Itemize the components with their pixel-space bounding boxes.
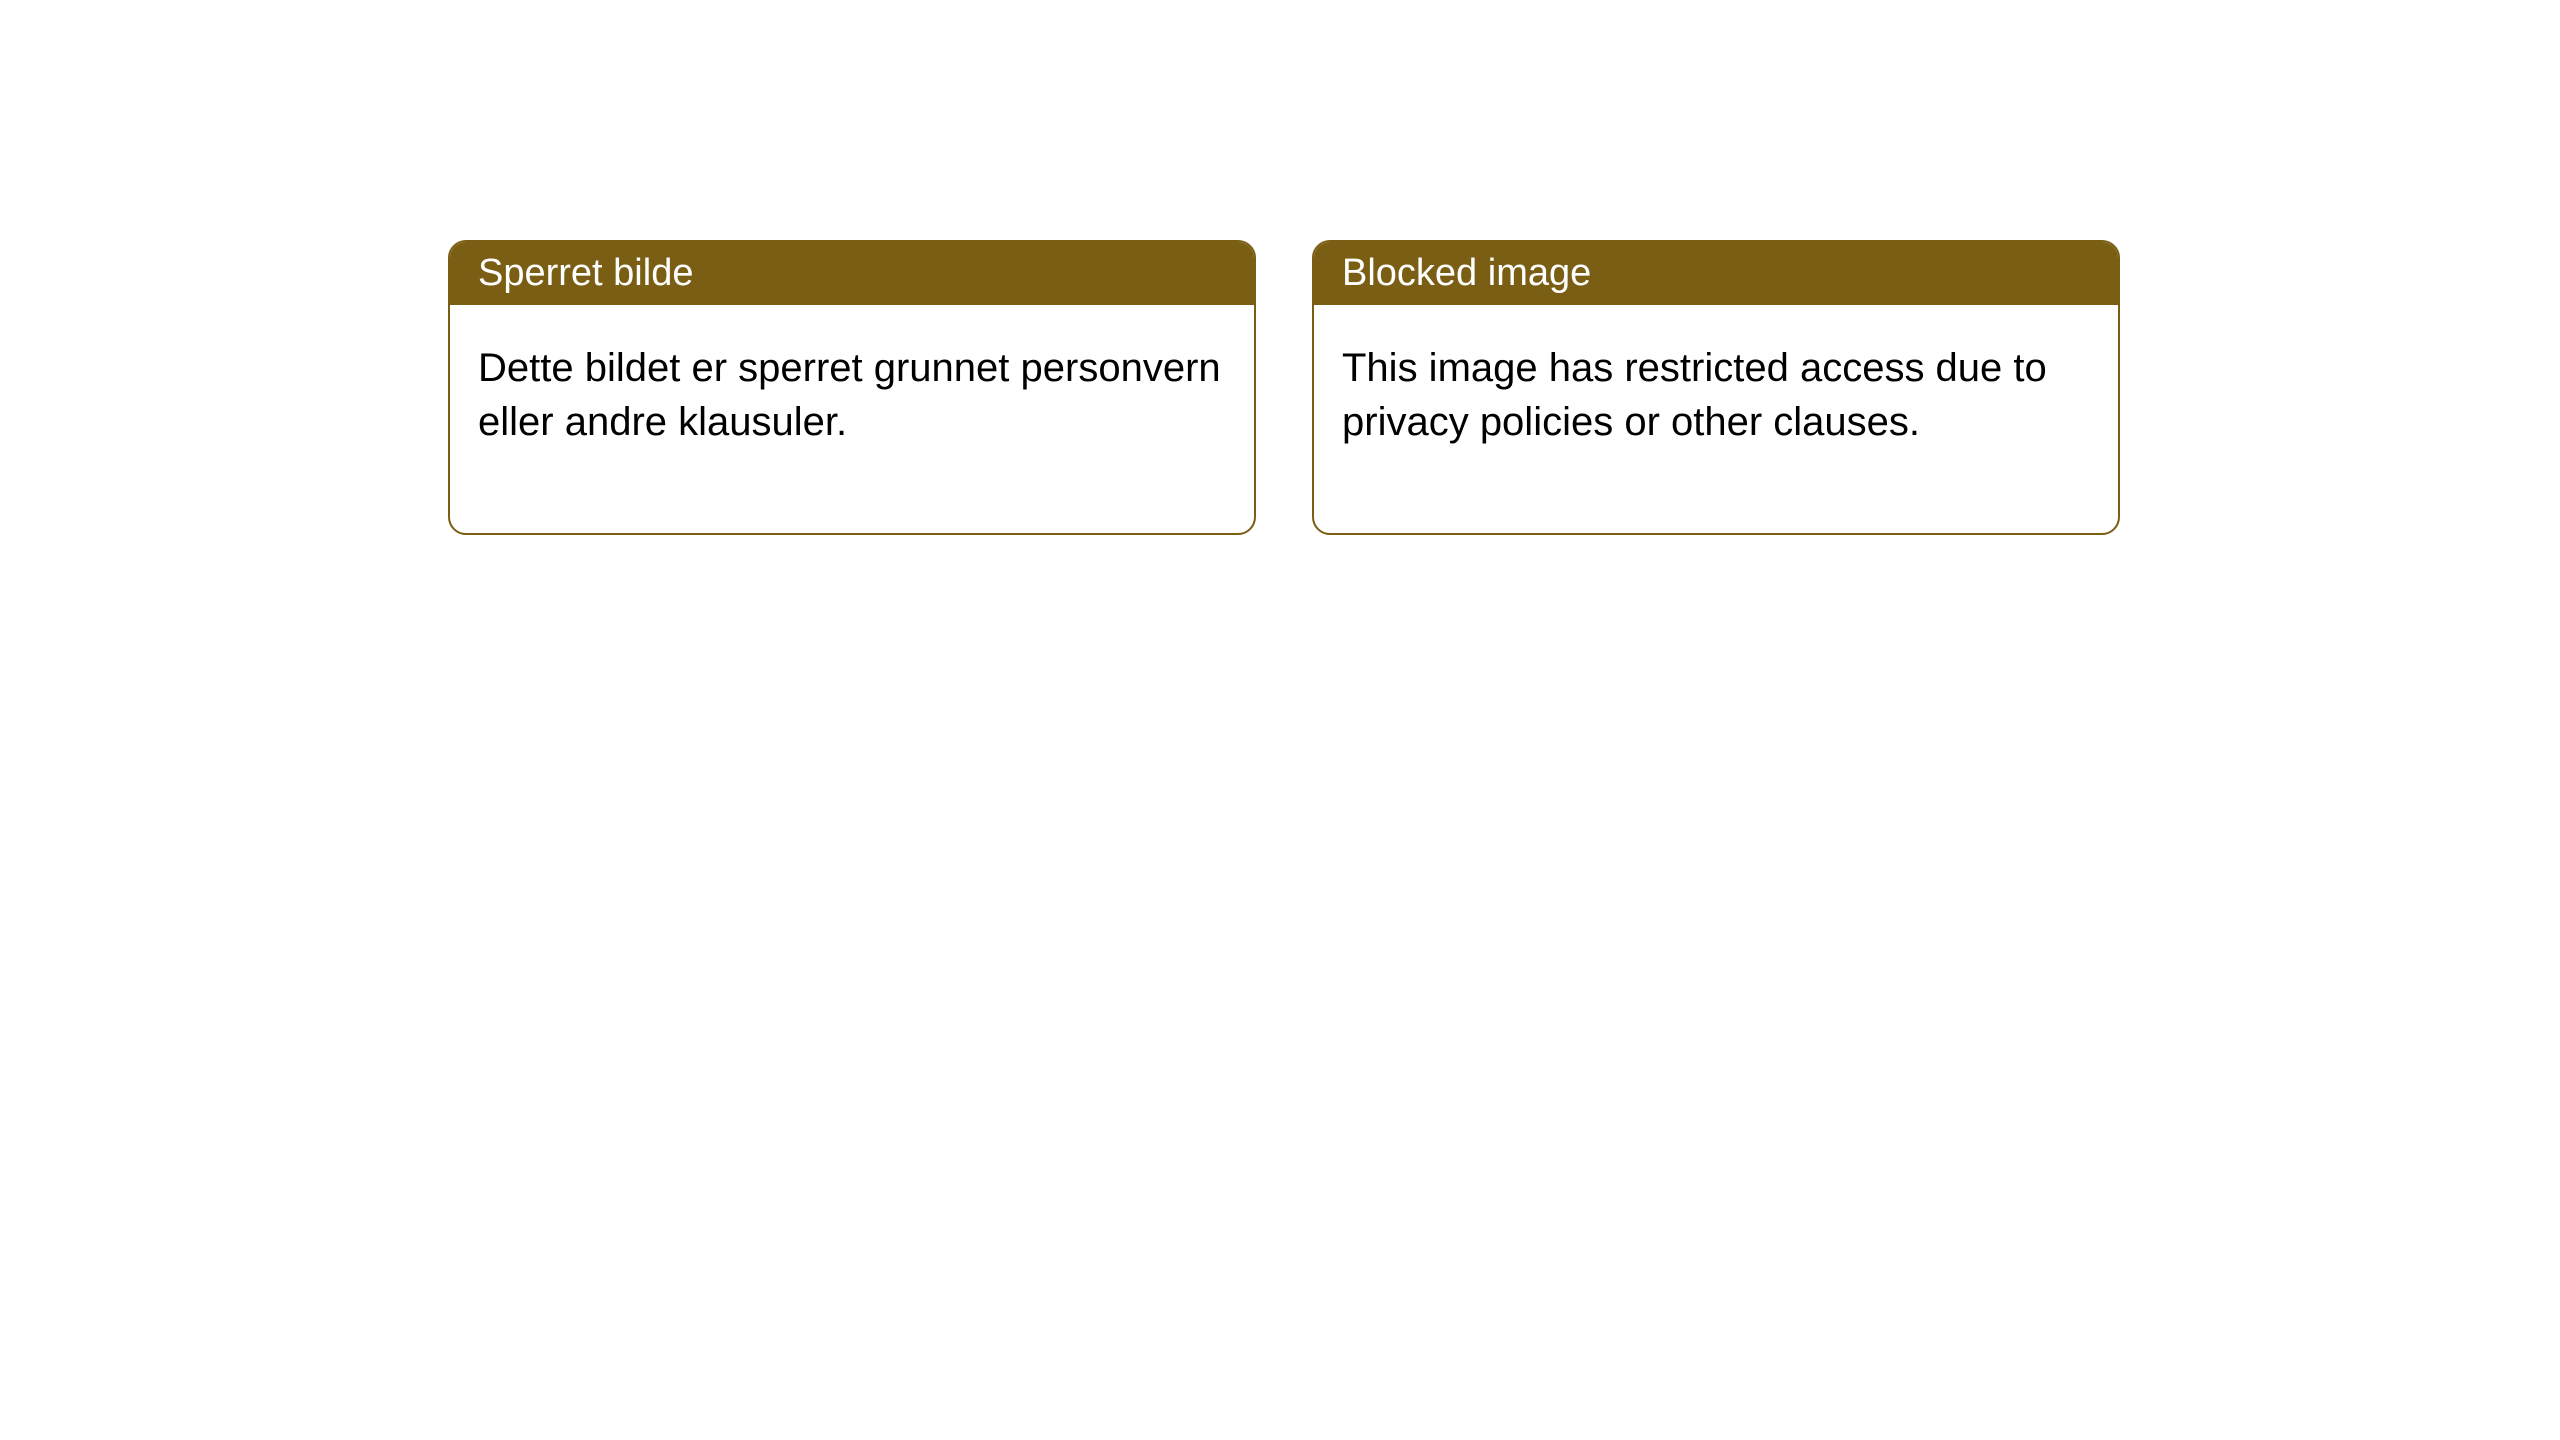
notice-card-header: Blocked image [1314, 242, 2118, 305]
notice-card-norwegian: Sperret bilde Dette bildet er sperret gr… [448, 240, 1256, 535]
notice-card-header: Sperret bilde [450, 242, 1254, 305]
notice-cards-container: Sperret bilde Dette bildet er sperret gr… [448, 240, 2120, 535]
notice-card-body: Dette bildet er sperret grunnet personve… [450, 305, 1254, 533]
notice-card-english: Blocked image This image has restricted … [1312, 240, 2120, 535]
notice-card-body: This image has restricted access due to … [1314, 305, 2118, 533]
